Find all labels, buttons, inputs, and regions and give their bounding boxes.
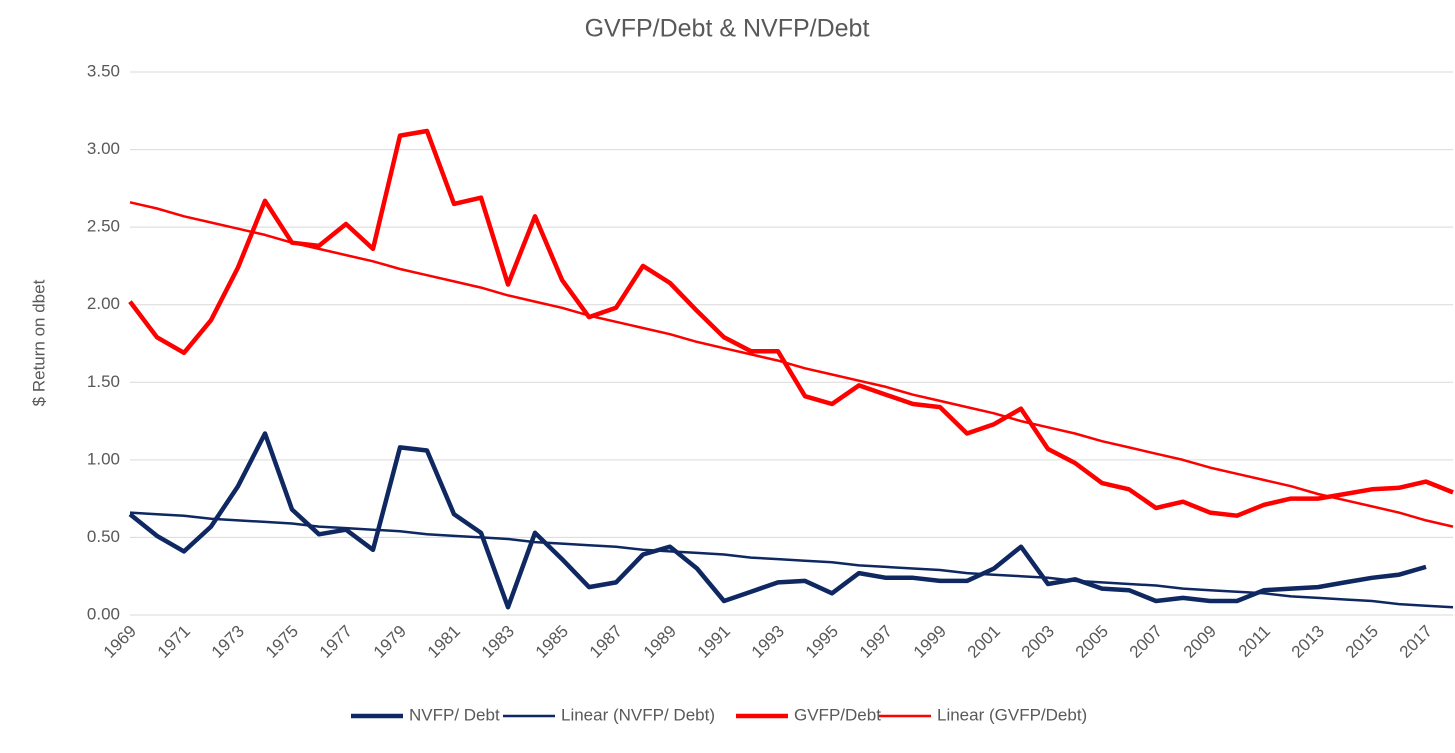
y-tick-label: 0.00: [87, 604, 120, 623]
series-line: [128, 431, 1427, 610]
y-tick-label: 3.50: [87, 61, 120, 80]
x-tick-label: 1977: [316, 622, 356, 662]
series-line: [128, 128, 1454, 518]
x-tick-label: 2013: [1288, 622, 1328, 662]
x-tick-label: 1983: [478, 622, 518, 662]
x-tick-label: 1981: [424, 622, 464, 662]
series-line: [129, 511, 1454, 609]
x-tick-label: 1999: [910, 622, 950, 662]
x-tick-label: 1975: [262, 622, 302, 662]
chart-title: GVFP/Debt & NVFP/Debt: [585, 15, 870, 43]
x-tick-label: 2017: [1396, 622, 1436, 662]
y-tick-label: 1.00: [87, 449, 120, 468]
x-tick-label: 1993: [748, 622, 788, 662]
legend-label: NVFP/ Debt: [409, 705, 500, 724]
legend-label: Linear (GVFP/Debt): [937, 705, 1087, 724]
y-tick-label: 3.00: [87, 139, 120, 158]
x-tick-label: 1971: [154, 622, 194, 662]
x-tick-label: 1973: [208, 622, 248, 662]
x-tick-label: 1985: [532, 622, 572, 662]
x-tick-label: 1987: [586, 622, 626, 662]
x-tick-label: 1979: [370, 622, 410, 662]
x-tick-label: 1991: [694, 622, 734, 662]
legend-label: Linear (NVFP/ Debt): [561, 705, 715, 724]
x-tick-label: 2001: [964, 622, 1004, 662]
x-tick-label: 2003: [1018, 622, 1058, 662]
x-tick-label: 2009: [1180, 622, 1220, 662]
x-tick-label: 1995: [802, 622, 842, 662]
y-tick-label: 0.50: [87, 527, 120, 546]
x-tick-label: 1989: [640, 622, 680, 662]
x-tick-label: 2011: [1235, 622, 1274, 661]
y-tick-label: 1.50: [87, 372, 120, 391]
x-tick-label: 2007: [1126, 622, 1166, 662]
x-tick-label: 2015: [1342, 622, 1382, 662]
y-axis-label: $ Return on dbet: [29, 279, 48, 406]
x-tick-label: 1969: [100, 622, 140, 662]
x-tick-label: 1997: [856, 622, 896, 662]
y-tick-label: 2.50: [87, 217, 120, 236]
x-tick-label: 2005: [1072, 622, 1112, 662]
legend-label: GVFP/Debt: [794, 705, 881, 724]
series-line: [129, 201, 1454, 528]
y-tick-label: 2.00: [87, 294, 120, 313]
